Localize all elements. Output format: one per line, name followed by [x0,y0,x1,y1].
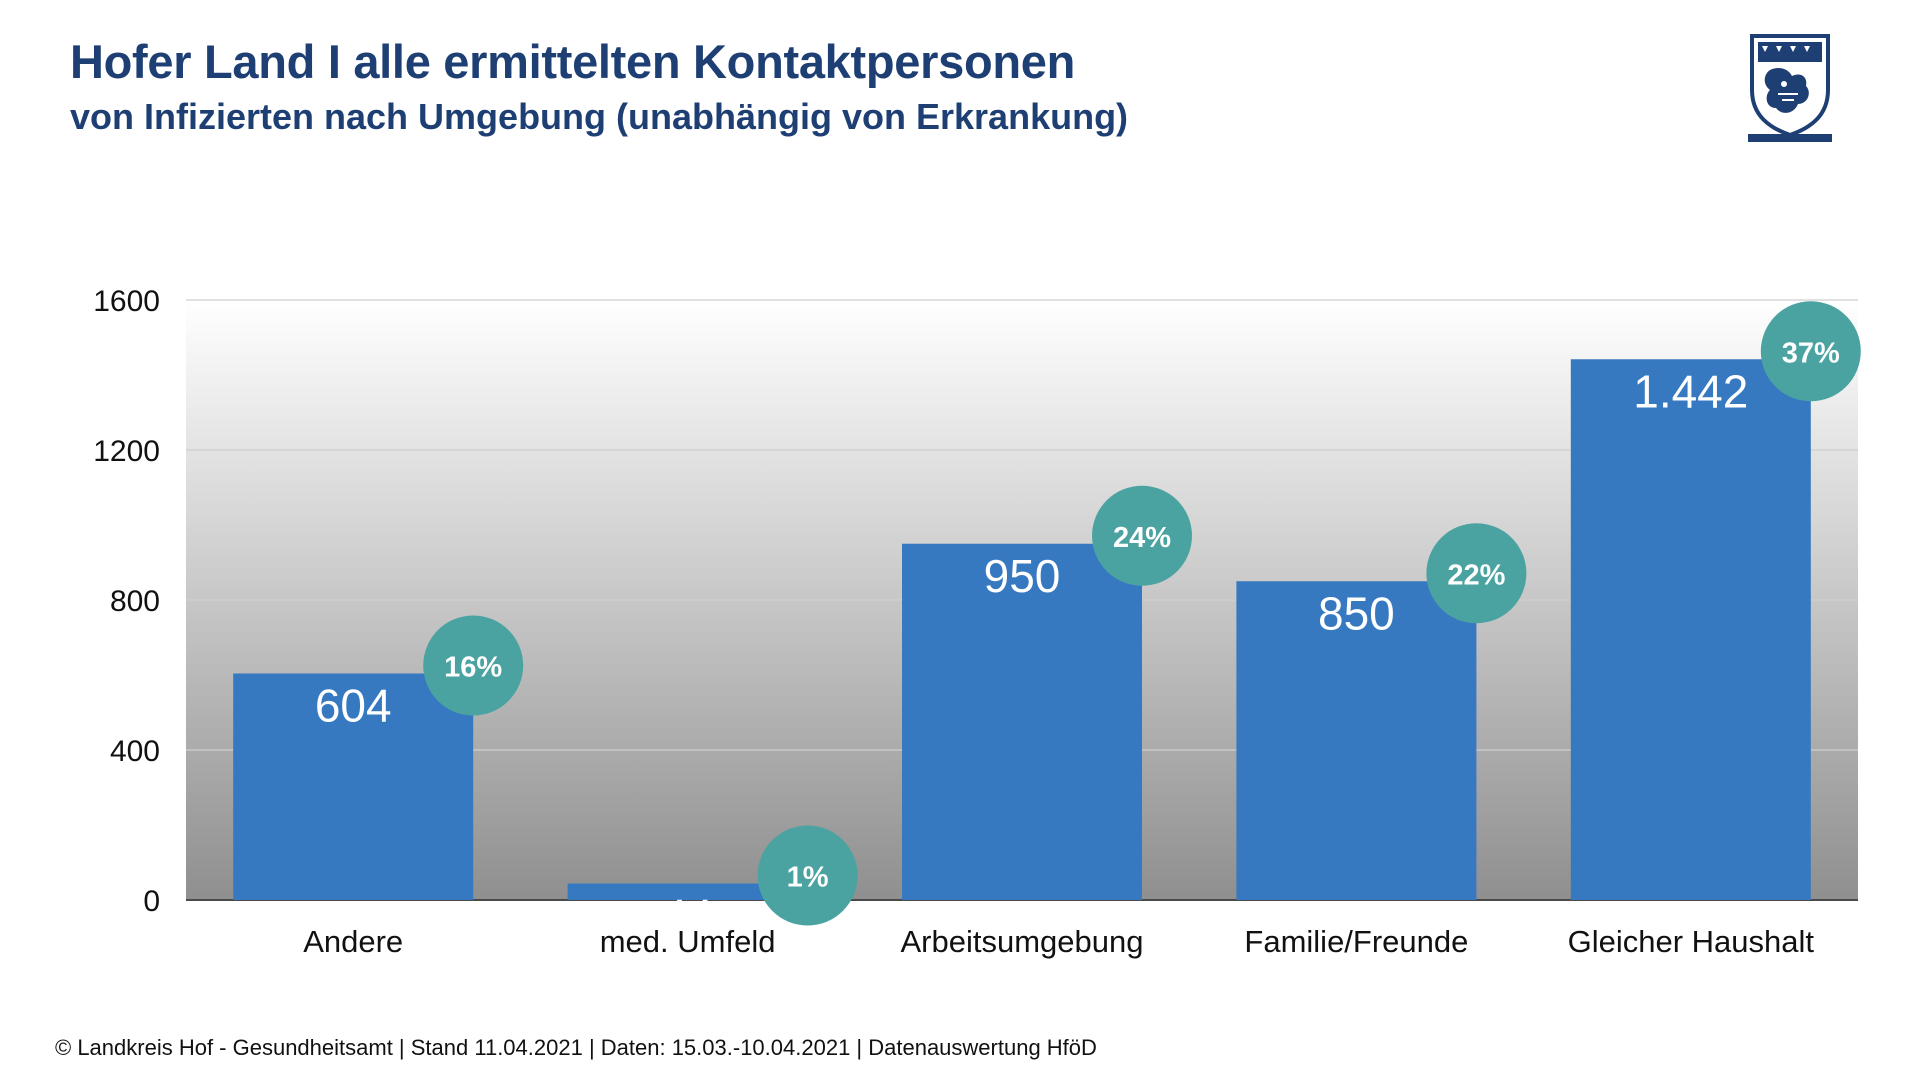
percent-badge [1760,301,1861,402]
y-tick-label: 1200 [93,435,160,468]
bar [233,673,474,900]
percent-badge-label: 22% [1447,559,1505,591]
bar-value-label: 44 [662,890,713,942]
percent-badge-label: 24% [1113,522,1171,554]
coat-of-arms-icon [1748,34,1832,142]
y-tick-label: 1600 [93,285,160,318]
chart-subtitle: von Infizierten nach Umgebung (unabhängi… [70,96,1129,137]
bar [1570,359,1811,900]
footer-source-note: © Landkreis Hof - Gesundheitsamt | Stand… [55,1035,1097,1060]
y-tick-label: 800 [110,585,160,618]
category-label: Gleicher Haushalt [1568,924,1815,959]
category-label: med. Umfeld [600,924,776,959]
category-label: Arbeitsumgebung [901,924,1144,959]
bar [567,883,808,900]
y-tick-label: 0 [143,885,160,918]
percent-badge [757,825,858,926]
percent-badge [1092,485,1192,586]
y-tick-label: 400 [110,735,160,768]
percent-badge [423,615,524,716]
category-label: Andere [303,924,403,959]
bar-value-label: 604 [315,680,392,732]
bar [902,543,1142,900]
percent-badge-label: 16% [444,652,502,684]
bar-value-label: 1.442 [1633,365,1748,417]
bar [1236,581,1477,900]
bar-value-label: 850 [1318,587,1395,639]
bar-value-label: 950 [984,550,1061,602]
chart-title: Hofer Land I alle ermittelten Kontaktper… [70,35,1076,88]
category-label: Familie/Freunde [1244,924,1468,959]
percent-badge-label: 37% [1782,337,1840,369]
percent-badge-label: 1% [787,862,829,894]
percent-badge [1426,523,1527,624]
